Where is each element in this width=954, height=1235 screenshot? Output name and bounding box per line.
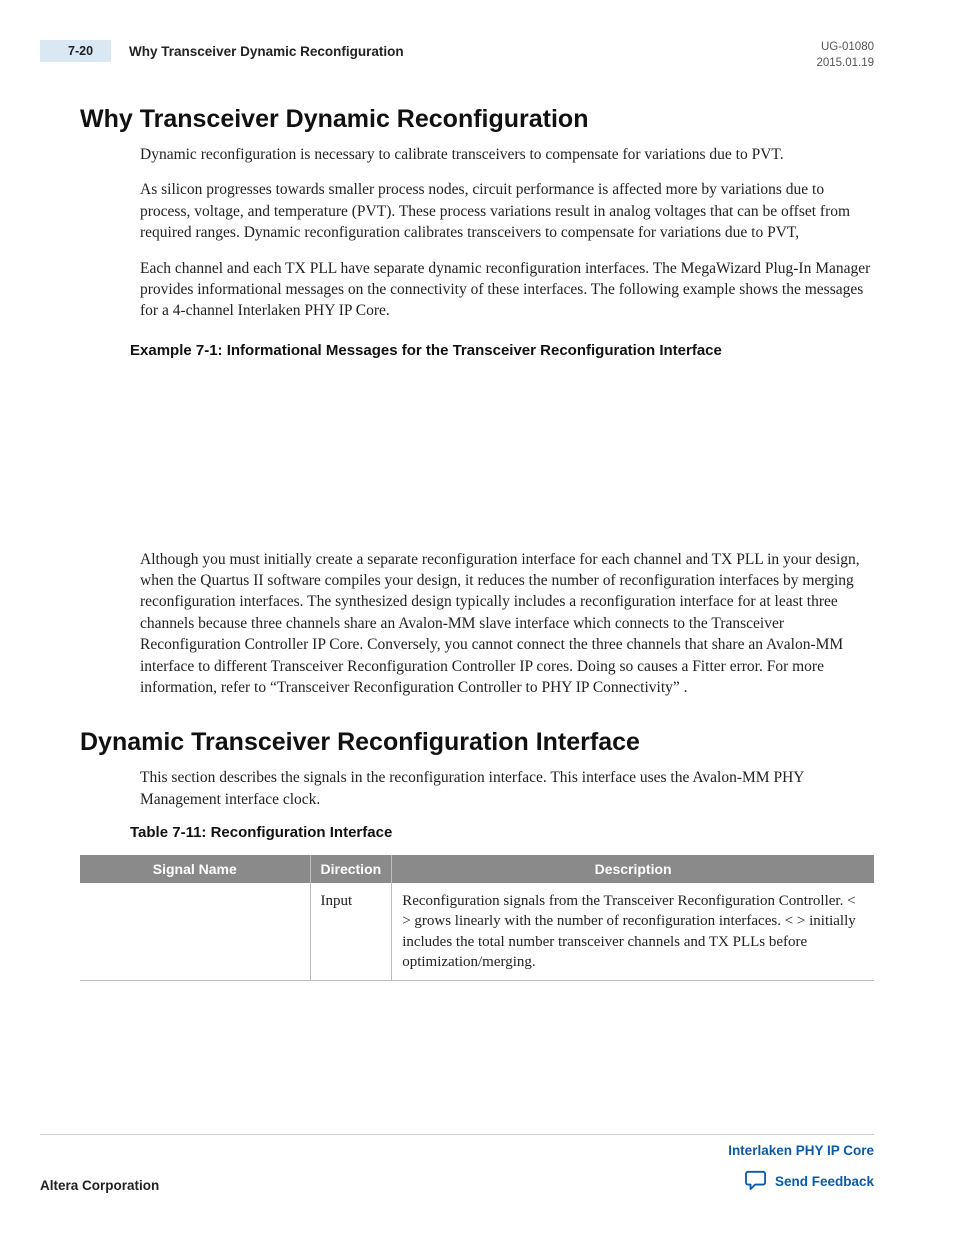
table-cell-description: Reconfiguration signals from the Transce…: [392, 883, 874, 981]
body-paragraph: Although you must initially create a sep…: [140, 549, 874, 699]
example-title: Example 7-1: Informational Messages for …: [130, 342, 874, 359]
body-paragraph: Dynamic reconfiguration is necessary to …: [140, 144, 874, 165]
section-heading-dynamic: Dynamic Transceiver Reconfiguration Inte…: [80, 728, 874, 757]
table-header-cell: Signal Name: [80, 855, 310, 883]
send-feedback-link[interactable]: Send Feedback: [728, 1170, 874, 1193]
table-cell-direction: Input: [310, 883, 392, 981]
feedback-label: Send Feedback: [775, 1174, 874, 1189]
body-paragraph: This section describes the signals in th…: [140, 767, 874, 810]
page-number-tab: 7-20: [40, 40, 111, 62]
running-title: Why Transceiver Dynamic Reconfiguration: [129, 44, 404, 59]
footer-core-link[interactable]: Interlaken PHY IP Core: [728, 1143, 874, 1158]
example-figure-placeholder: [80, 369, 874, 549]
body-paragraph: Each channel and each TX PLL have separa…: [140, 258, 874, 322]
page-footer: Altera Corporation Interlaken PHY IP Cor…: [40, 1134, 874, 1193]
table-title: Table 7-11: Reconfiguration Interface: [130, 824, 874, 841]
body-paragraph: As silicon progresses towards smaller pr…: [140, 179, 874, 243]
doc-id: UG-01080: [816, 40, 874, 56]
footer-company: Altera Corporation: [40, 1178, 159, 1193]
header-right: UG-01080 2015.01.19: [816, 40, 874, 71]
reconfiguration-table: Signal Name Direction Description Input …: [80, 855, 874, 981]
table-cell-signal: [80, 883, 310, 981]
table-row: Input Reconfiguration signals from the T…: [80, 883, 874, 981]
table-header-cell: Description: [392, 855, 874, 883]
footer-right: Interlaken PHY IP Core Send Feedback: [728, 1143, 874, 1193]
header-left: 7-20 Why Transceiver Dynamic Reconfigura…: [80, 40, 404, 62]
table-header-cell: Direction: [310, 855, 392, 883]
section-heading-why: Why Transceiver Dynamic Reconfiguration: [80, 105, 874, 134]
doc-date: 2015.01.19: [816, 56, 874, 72]
table-header-row: Signal Name Direction Description: [80, 855, 874, 883]
page-header: 7-20 Why Transceiver Dynamic Reconfigura…: [80, 40, 874, 71]
feedback-icon: [745, 1170, 767, 1193]
